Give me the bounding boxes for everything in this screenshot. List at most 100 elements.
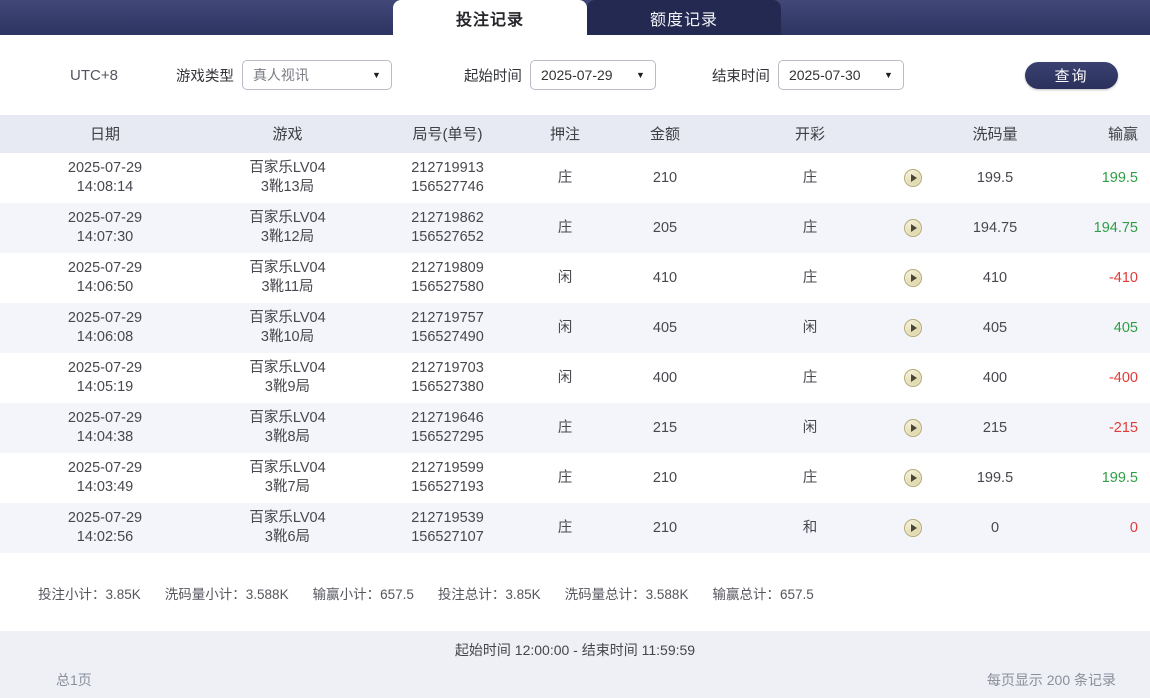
footer-time-range: 起始时间 12:00:00 - 结束时间 11:59:59 <box>454 642 696 658</box>
cell-rolling-text: 400 <box>982 369 1008 386</box>
cell-amount-text: 210 <box>652 169 678 186</box>
cell-date-text: 2025-07-29 <box>67 160 143 176</box>
play-icon[interactable] <box>903 369 922 387</box>
query-button[interactable]: 查询 <box>1025 61 1118 89</box>
cell-game-text: 3靴7局 <box>264 479 311 495</box>
play-icon[interactable] <box>903 169 922 187</box>
footer-per-page: 每页显示 200 条记录 <box>986 672 1116 688</box>
cell-date-text: 2025-07-29 <box>67 510 143 526</box>
cell-date: 2025-07-29 14:06:08 <box>0 309 210 347</box>
play-icon[interactable] <box>903 219 922 237</box>
cell-bet-text: 庄 <box>557 419 573 436</box>
cell-date-text: 14:08:14 <box>76 179 134 195</box>
play-icon[interactable] <box>903 469 922 487</box>
cell-round-text: 212719862 <box>411 210 484 226</box>
play-icon[interactable] <box>903 269 922 287</box>
table-row: 2025-07-29 14:08:14 百家乐LV04 3靴13局 212719913 1… <box>0 153 1150 203</box>
cell-result: 庄 <box>730 169 890 188</box>
cell-result-text: 和 <box>802 519 818 536</box>
end-date-select[interactable]: 2025-07-30 ▼ <box>777 60 904 90</box>
cell-rolling: 0 <box>935 519 1055 538</box>
cell-winloss: 0 <box>1055 519 1150 538</box>
cell-round: 212719599 156527193 <box>365 459 530 497</box>
cell-rolling: 199.5 <box>935 169 1055 188</box>
cell-game-text: 百家乐LV04 <box>249 310 326 326</box>
col-header-result: 开彩 <box>794 125 825 143</box>
table-body: 2025-07-29 14:08:14 百家乐LV04 3靴13局 212719913 1… <box>0 153 1150 553</box>
summary-bar: 投注小计：3.85K 洗码量小计：3.588K 输赢小计：657.5 投注总计：… <box>0 583 1150 603</box>
cell-round-text: 212719809 <box>411 260 484 276</box>
cell-amount-text: 400 <box>652 369 678 386</box>
cell-date-text: 2025-07-29 <box>67 260 143 276</box>
col-header-rolling: 洗码量 <box>972 125 1018 143</box>
cell-date-text: 14:06:08 <box>76 329 134 345</box>
tab-bet-records[interactable]: 投注记录 <box>393 0 587 35</box>
cell-game-text: 3靴13局 <box>260 179 315 195</box>
cell-bet: 闲 <box>530 269 600 288</box>
cell-game-text: 百家乐LV04 <box>249 410 326 426</box>
cell-result-text: 庄 <box>802 169 818 186</box>
cell-date-text: 14:06:50 <box>76 279 134 295</box>
cell-round-text: 156527746 <box>411 179 484 195</box>
play-triangle-icon <box>910 424 917 432</box>
cell-bet: 闲 <box>530 319 600 338</box>
cell-date-text: 14:02:56 <box>76 529 134 545</box>
cell-amount-text: 215 <box>652 419 678 436</box>
cell-rolling-text: 405 <box>982 319 1008 336</box>
cell-game-text: 百家乐LV04 <box>249 460 326 476</box>
cell-result: 闲 <box>730 319 890 338</box>
start-date-select[interactable]: 2025-07-29 ▼ <box>529 60 656 90</box>
cell-rolling: 400 <box>935 369 1055 388</box>
cell-date: 2025-07-29 14:08:14 <box>0 159 210 197</box>
cell-game-text: 3靴11局 <box>261 279 314 295</box>
cell-bet: 庄 <box>530 419 600 438</box>
cell-rolling-text: 215 <box>982 419 1008 436</box>
cell-winloss: 405 <box>1055 319 1150 338</box>
footer-page-info: 总1页 <box>56 672 92 688</box>
cell-game: 百家乐LV04 3靴6局 <box>210 509 365 547</box>
play-triangle-icon <box>910 224 917 232</box>
cell-result-text: 闲 <box>802 319 818 336</box>
cell-date: 2025-07-29 14:03:49 <box>0 459 210 497</box>
play-icon[interactable] <box>903 519 922 537</box>
cell-round-text: 212719757 <box>411 310 484 326</box>
play-icon[interactable] <box>903 419 922 437</box>
game-type-value: 真人视讯 <box>252 67 309 83</box>
cell-bet: 庄 <box>530 469 600 488</box>
game-type-label: 游戏类型 <box>175 68 234 85</box>
cell-amount: 210 <box>600 469 730 488</box>
play-triangle-icon <box>910 524 917 532</box>
cell-winloss-text: 0 <box>1129 519 1138 536</box>
cell-round-text: 156527107 <box>411 529 484 545</box>
chevron-down-icon: ▼ <box>372 70 381 80</box>
col-header-winloss: 输赢 <box>1107 125 1138 143</box>
play-triangle-icon <box>910 274 917 282</box>
table-row: 2025-07-29 14:05:19 百家乐LV04 3靴9局 212719703 15… <box>0 353 1150 403</box>
cell-amount-text: 410 <box>652 269 678 286</box>
cell-bet-text: 庄 <box>557 469 573 486</box>
cell-game-text: 3靴6局 <box>264 529 311 545</box>
cell-result: 和 <box>730 519 890 538</box>
cell-game-text: 3靴9局 <box>264 379 311 395</box>
play-triangle-icon <box>910 374 917 382</box>
play-icon[interactable] <box>903 319 922 337</box>
table-row: 2025-07-29 14:06:50 百家乐LV04 3靴11局 212719809 1… <box>0 253 1150 303</box>
cell-game: 百家乐LV04 3靴7局 <box>210 459 365 497</box>
cell-game: 百家乐LV04 3靴10局 <box>210 309 365 347</box>
cell-date-text: 2025-07-29 <box>67 460 143 476</box>
summary-rolling-total: 洗码量总计：3.588K <box>564 587 689 602</box>
game-type-select[interactable]: 真人视讯 ▼ <box>241 60 392 90</box>
summary-bet-total: 投注总计：3.85K <box>437 587 541 602</box>
tab-quota-records[interactable]: 额度记录 <box>587 0 781 35</box>
cell-date-text: 2025-07-29 <box>67 310 143 326</box>
cell-rolling: 410 <box>935 269 1055 288</box>
start-time-label: 起始时间 <box>463 68 522 85</box>
cell-bet-text: 庄 <box>557 519 573 536</box>
play-triangle-icon <box>910 474 917 482</box>
cell-result-text: 庄 <box>802 219 818 236</box>
cell-result-text: 庄 <box>802 269 818 286</box>
cell-round: 212719539 156527107 <box>365 509 530 547</box>
cell-amount-text: 205 <box>652 219 678 236</box>
cell-round-text: 156527380 <box>411 379 484 395</box>
cell-bet-text: 庄 <box>557 219 573 236</box>
